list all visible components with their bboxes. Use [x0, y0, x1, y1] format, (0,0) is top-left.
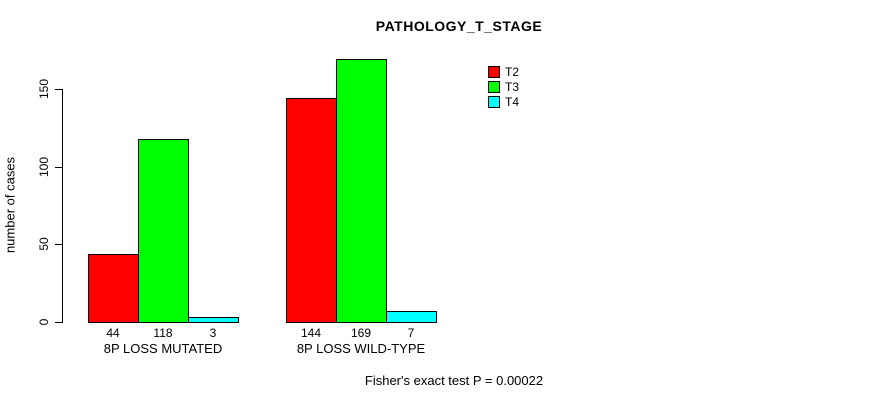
y-axis-tick	[55, 244, 62, 246]
bar-value-label: 169	[350, 326, 372, 340]
bar-value-label: 118	[153, 326, 173, 340]
bar-t4-1	[188, 317, 239, 323]
y-axis-tick-label: 50	[37, 237, 51, 252]
legend: T2 T3 T4	[488, 64, 519, 109]
legend-item-t2: T2	[488, 64, 519, 79]
category-label: 8P LOSS MUTATED	[103, 341, 223, 356]
y-axis-line	[62, 89, 63, 323]
bar-t3-2	[336, 59, 387, 323]
chart-title: PATHOLOGY_T_STAGE	[375, 18, 543, 34]
legend-label: T3	[505, 79, 520, 94]
legend-label: T2	[505, 64, 520, 79]
bar-value-label: 44	[106, 326, 120, 340]
bar-t2-2	[286, 98, 337, 323]
bar-t4-2	[386, 311, 437, 323]
legend-label: T4	[505, 94, 520, 109]
y-axis-tick-label: 0	[37, 318, 51, 326]
legend-swatch-t4	[488, 95, 500, 108]
bar-value-label: 144	[300, 326, 322, 340]
bar-value-label: 3	[209, 326, 217, 340]
legend-item-t3: T3	[488, 79, 519, 94]
category-label: 8P LOSS WILD-TYPE	[296, 341, 426, 356]
legend-swatch-t2	[488, 65, 500, 78]
bar-t2-1	[88, 254, 139, 323]
y-axis-tick	[55, 322, 62, 323]
y-axis-tick-label: 100	[37, 156, 51, 177]
bar-t3-1	[138, 139, 189, 323]
y-axis-tick	[55, 166, 62, 168]
y-axis-tick	[55, 89, 62, 90]
bar-value-label: 7	[407, 326, 415, 340]
y-axis-tick-label: 150	[37, 78, 51, 100]
legend-swatch-t3	[488, 80, 500, 93]
footer-caption: Fisher's exact test P = 0.00022	[364, 373, 544, 388]
legend-item-t4: T4	[488, 94, 519, 109]
